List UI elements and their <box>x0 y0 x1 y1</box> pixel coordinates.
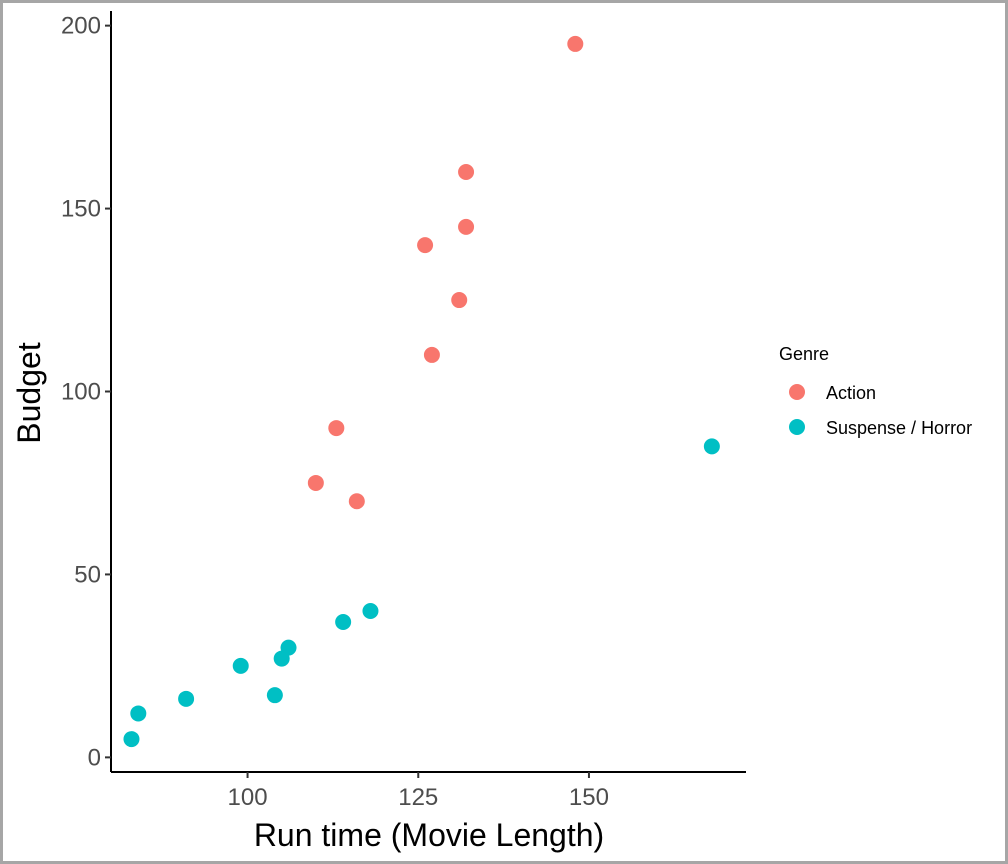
data-point-suspense-horror <box>362 603 379 620</box>
data-point-action <box>458 218 475 235</box>
legend-title: Genre <box>779 344 829 364</box>
legend: Genre Action Suspense / Horror <box>779 344 972 438</box>
y-tick-label: 100 <box>61 379 101 406</box>
x-axis-title: Run time (Movie Length) <box>254 817 604 853</box>
data-point-suspense-horror <box>123 731 140 748</box>
data-point-suspense-horror <box>130 705 147 722</box>
x-tick-label: 100 <box>228 784 268 811</box>
data-point-action <box>423 346 440 363</box>
scatter-chart: 100 125 150 0 50 100 150 200 Run time (Movie L… <box>11 11 972 853</box>
x-ticks: 100 125 150 <box>228 772 609 811</box>
y-tick-label: 0 <box>88 744 101 771</box>
x-tick-label: 125 <box>398 784 438 811</box>
data-point-action <box>567 35 584 52</box>
data-point-action <box>451 292 468 309</box>
data-point-action <box>307 474 324 491</box>
plot-points <box>123 35 720 748</box>
data-point-suspense-horror <box>232 657 249 674</box>
legend-label: Action <box>826 383 876 403</box>
data-point-suspense-horror <box>335 613 352 630</box>
y-axis-title: Budget <box>11 342 47 444</box>
y-tick-label: 150 <box>61 196 101 223</box>
data-point-suspense-horror <box>703 438 720 455</box>
data-point-suspense-horror <box>178 690 195 707</box>
x-tick-label: 150 <box>569 784 609 811</box>
data-point-action <box>417 237 434 254</box>
legend-key <box>789 384 805 400</box>
data-point-suspense-horror <box>266 687 283 704</box>
axes: 100 125 150 0 50 100 150 200 <box>61 11 746 811</box>
data-point-action <box>348 493 365 510</box>
data-point-action <box>458 163 475 180</box>
data-point-suspense-horror <box>273 650 290 667</box>
legend-label: Suspense / Horror <box>826 418 972 438</box>
data-point-action <box>328 420 345 437</box>
legend-key <box>789 419 805 435</box>
y-tick-label: 50 <box>74 561 101 588</box>
y-tick-label: 200 <box>61 13 101 40</box>
y-ticks: 0 50 100 150 200 <box>61 13 111 771</box>
legend-items: Action Suspense / Horror <box>789 383 972 438</box>
